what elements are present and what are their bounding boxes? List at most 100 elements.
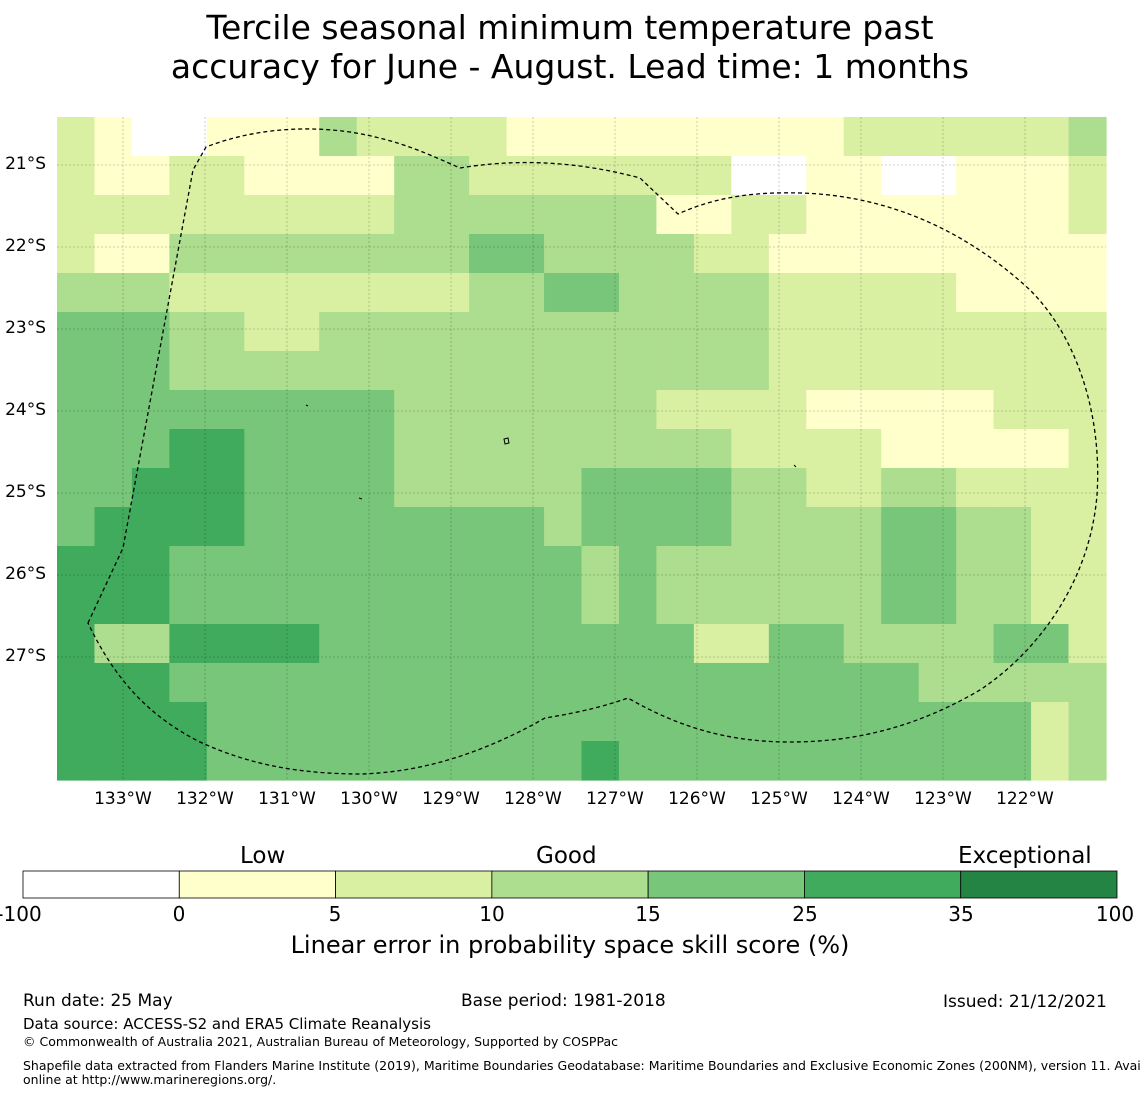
grid-cell xyxy=(918,468,957,508)
grid-cell xyxy=(843,312,882,352)
grid-cell xyxy=(581,117,620,157)
grid-cell xyxy=(506,351,545,391)
grid-cell xyxy=(918,702,957,742)
grid-cell xyxy=(131,273,170,313)
colorbar-swatch xyxy=(335,870,493,899)
grid-cell xyxy=(431,429,470,469)
grid-cell xyxy=(918,741,957,781)
grid-cell xyxy=(693,273,732,313)
grid-cell xyxy=(57,468,96,508)
grid-cell xyxy=(281,234,320,274)
grid-cell xyxy=(469,156,508,196)
grid-cell xyxy=(206,468,245,508)
colorbar-tick: 10 xyxy=(479,902,505,926)
colorbar-category-low: Low xyxy=(240,843,286,869)
colorbar-tick: 0 xyxy=(172,902,186,926)
colorbar-tick: 5 xyxy=(328,902,342,926)
grid-cell xyxy=(94,195,133,235)
grid-cell xyxy=(881,507,920,547)
grid-cell xyxy=(1031,624,1070,664)
grid-cell xyxy=(581,507,620,547)
grid-cell xyxy=(1031,156,1070,196)
grid-cell xyxy=(843,468,882,508)
grid-cell xyxy=(918,507,957,547)
lat-label-22s: 22°S xyxy=(5,236,46,256)
grid-cell xyxy=(993,507,1032,547)
grid-cell xyxy=(281,312,320,352)
grid-cell xyxy=(57,351,96,391)
grid-cell xyxy=(469,585,508,625)
grid-cell xyxy=(1031,429,1070,469)
grid-cell xyxy=(169,312,208,352)
grid-cell xyxy=(281,624,320,664)
grid-cell xyxy=(806,546,845,586)
grid-cell xyxy=(581,429,620,469)
grid-cell xyxy=(469,390,508,430)
grid-cell xyxy=(319,507,358,547)
grid-cell xyxy=(768,117,807,157)
grid-cell xyxy=(356,234,395,274)
grid-cell xyxy=(469,312,508,352)
grid-cell xyxy=(356,702,395,742)
grid-cell xyxy=(94,468,133,508)
grid-cell xyxy=(768,624,807,664)
grid-cell xyxy=(806,702,845,742)
grid-cell xyxy=(1068,234,1107,274)
grid-cell xyxy=(618,468,658,508)
grid-cell xyxy=(206,273,245,313)
grid-cell xyxy=(693,312,732,352)
grid-cell xyxy=(993,234,1032,274)
grid-cell xyxy=(768,702,807,742)
grid-cell xyxy=(768,156,807,196)
grid-cell xyxy=(394,429,433,469)
grid-cell xyxy=(244,195,283,235)
grid-cell xyxy=(843,585,882,625)
lon-label-128w: 128°W xyxy=(504,789,562,809)
grid-cell xyxy=(656,195,695,235)
grid-cell xyxy=(169,702,208,742)
grid-cell xyxy=(394,468,433,508)
grid-cell xyxy=(806,273,845,313)
grid-cell xyxy=(806,195,845,235)
grid-cell xyxy=(244,663,283,703)
grid-cell xyxy=(768,273,807,313)
grid-cell xyxy=(431,390,470,430)
grid-cell xyxy=(244,156,283,196)
grid-cell xyxy=(1068,702,1107,742)
grid-cell xyxy=(544,234,583,274)
grid-cell xyxy=(693,390,732,430)
grid-cell xyxy=(768,546,807,586)
grid-cell xyxy=(244,585,283,625)
grid-cell xyxy=(693,624,732,664)
grid-cell xyxy=(1031,351,1070,391)
grid-cell xyxy=(656,546,695,586)
grid-cell xyxy=(881,429,920,469)
grid-cell xyxy=(469,351,508,391)
grid-cell xyxy=(581,234,620,274)
grid-cell xyxy=(244,312,283,352)
grid-cell xyxy=(356,468,395,508)
grid-cell xyxy=(281,702,320,742)
grid-cell xyxy=(956,117,995,157)
grid-cell xyxy=(731,117,770,157)
grid-cell xyxy=(656,507,695,547)
grid-cell xyxy=(1031,234,1070,274)
grid-cell xyxy=(206,390,245,430)
grid-cell xyxy=(356,507,395,547)
skill-score-map xyxy=(57,117,1107,781)
grid-cell xyxy=(94,585,133,625)
grid-cell xyxy=(431,663,470,703)
grid-cell xyxy=(94,702,133,742)
grid-cell xyxy=(993,351,1032,391)
grid-cell xyxy=(1068,312,1107,352)
grid-cell xyxy=(843,741,882,781)
grid-cell xyxy=(94,390,133,430)
grid-cell xyxy=(394,117,433,157)
grid-cell xyxy=(281,546,320,586)
grid-cell xyxy=(394,585,433,625)
grid-cell xyxy=(394,546,433,586)
grid-cell xyxy=(618,351,658,391)
grid-cell xyxy=(281,663,320,703)
grid-cell xyxy=(843,546,882,586)
grid-cell xyxy=(394,351,433,391)
